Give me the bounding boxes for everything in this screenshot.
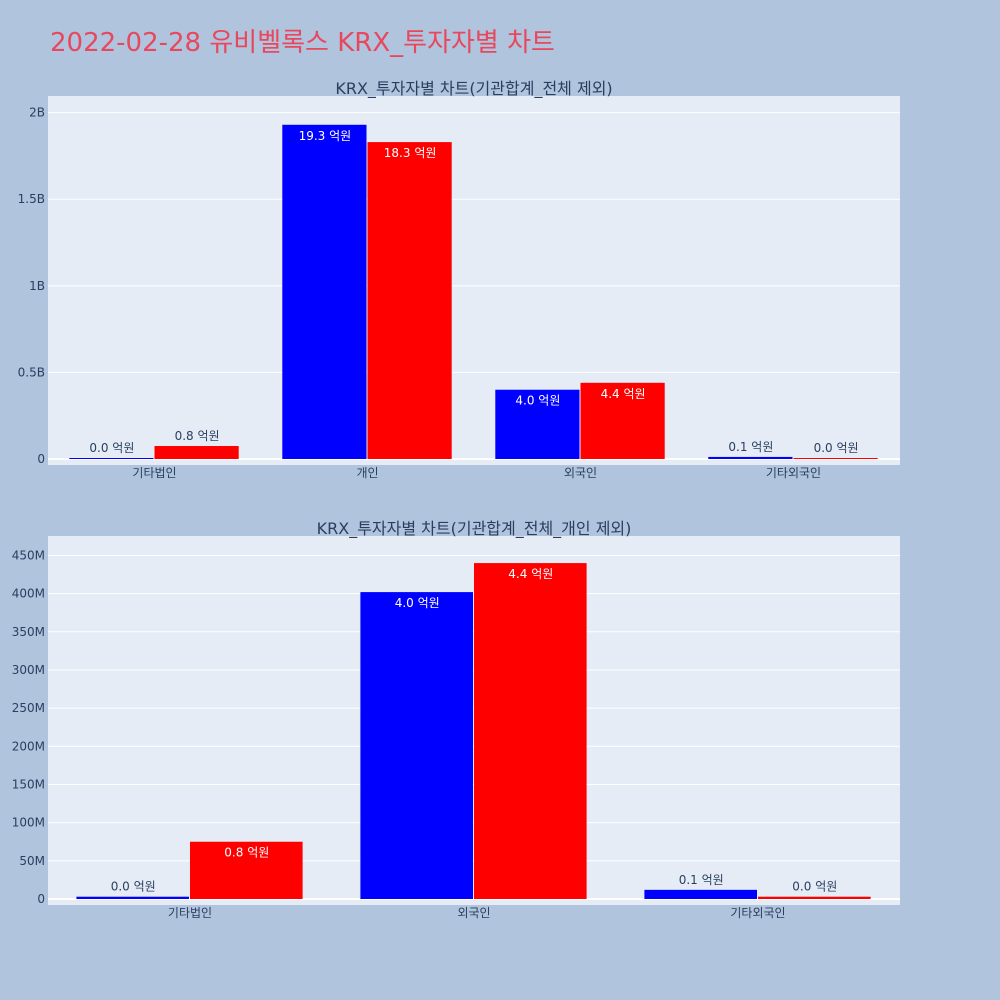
page-title: 2022-02-28 유비벨록스 KRX_투자자별 차트: [50, 28, 555, 58]
y-tick-label: 150M: [12, 777, 45, 791]
x-tick-label: 개인: [356, 466, 378, 480]
bar: [793, 458, 878, 459]
y-tick-label: 1.5B: [18, 192, 45, 206]
y-tick-label: 350M: [12, 625, 45, 639]
y-tick-label: 0: [37, 452, 45, 466]
x-tick-label: 외국인: [457, 906, 490, 920]
bar: [282, 124, 367, 459]
data-label: 4.0 억원: [515, 394, 560, 408]
bar: [644, 889, 757, 899]
x-tick-label: 기타법인: [132, 466, 176, 480]
data-label: 4.0 억원: [395, 596, 440, 610]
y-tick-label: 100M: [12, 816, 45, 830]
y-tick-label: 400M: [12, 587, 45, 601]
bar: [495, 389, 580, 459]
y-tick-label: 50M: [19, 854, 45, 868]
bar: [69, 458, 154, 459]
data-label: 0.1 억원: [679, 873, 724, 887]
data-label: 19.3 억원: [299, 129, 352, 143]
y-tick-label: 0.5B: [18, 365, 45, 379]
data-label: 0.8 억원: [175, 429, 220, 443]
bar: [367, 142, 452, 459]
x-tick-label: 기타외국인: [730, 906, 785, 920]
data-label: 18.3 억원: [384, 146, 437, 160]
y-tick-label: 1B: [29, 279, 45, 293]
y-tick-label: 250M: [12, 701, 45, 715]
data-label: 0.0 억원: [89, 441, 134, 455]
data-label: 4.4 억원: [601, 387, 646, 401]
bar: [190, 841, 303, 899]
chart-title: KRX_투자자별 차트(기관합계_전체 제외): [335, 79, 612, 99]
y-tick-label: 300M: [12, 663, 45, 677]
bar: [580, 382, 665, 459]
x-tick-label: 기타외국인: [766, 466, 821, 480]
bar: [76, 896, 189, 899]
y-tick-label: 2B: [29, 106, 45, 120]
chart-1: 0 0.5B 1B 1.5B 2B KRX_투자자별 차트(기관합계_전체 제외) 기타법인…: [18, 79, 900, 480]
y-tick-label: 0: [37, 892, 45, 906]
bar: [758, 896, 871, 899]
data-label: 0.1 억원: [728, 440, 773, 454]
data-label: 0.0 억원: [111, 880, 156, 894]
bar: [708, 456, 793, 459]
chart-2: 0 50M 100M 150M 200M 250M 300M 350M 400M 450M KRX_…: [12, 519, 900, 920]
chart-title: KRX_투자자별 차트(기관합계_전체_개인 제외): [317, 519, 632, 539]
bar: [360, 592, 473, 899]
x-tick-label: 외국인: [564, 466, 597, 480]
data-label: 0.8 억원: [224, 846, 269, 860]
plot-area: [48, 96, 900, 465]
data-label: 0.0 억원: [792, 880, 837, 894]
y-tick-label: 450M: [12, 548, 45, 562]
data-label: 4.4 억원: [508, 567, 553, 581]
bar: [154, 446, 239, 459]
data-label: 0.0 억원: [814, 441, 859, 455]
x-tick-label: 기타법인: [168, 906, 212, 920]
y-tick-label: 200M: [12, 739, 45, 753]
bar: [474, 563, 587, 899]
